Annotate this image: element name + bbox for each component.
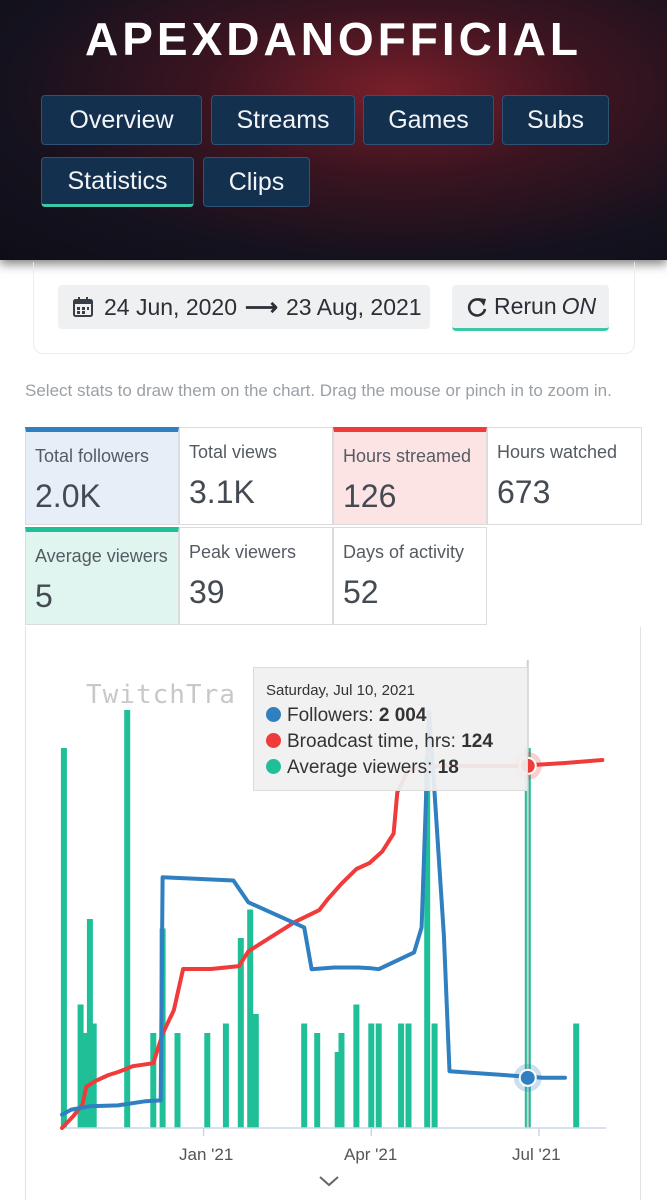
- followers-dot-icon: [266, 707, 281, 722]
- tab-clips[interactable]: Clips: [203, 157, 310, 207]
- tooltip-viewers-label: Average viewers:: [287, 757, 433, 778]
- stat-label: Peak viewers: [189, 542, 297, 562]
- chevron-down-icon[interactable]: [319, 1176, 339, 1187]
- tooltip-viewers-value: 18: [437, 757, 459, 778]
- viewers-bar: [424, 757, 431, 1128]
- date-end: 23 Aug, 2021: [286, 293, 422, 320]
- viewers-bar: [204, 1033, 211, 1128]
- stat-days-of-activity[interactable]: Days of activity 52: [333, 527, 487, 625]
- viewers-bar: [252, 1014, 259, 1128]
- x-tick-label: Apr '21: [344, 1145, 398, 1164]
- stat-peak-viewers[interactable]: Peak viewers 39: [179, 527, 333, 625]
- stat-label: Average viewers: [35, 546, 168, 566]
- viewers-bar: [174, 1033, 181, 1128]
- viewers-bar: [338, 1033, 345, 1128]
- watermark: TwitchTra: [86, 680, 236, 710]
- tab-overview[interactable]: Overview: [41, 95, 202, 145]
- date-panel: [33, 262, 635, 354]
- stat-label: Total followers: [35, 446, 150, 466]
- tooltip-followers: Followers: 2 004: [266, 705, 426, 727]
- stat-total-views[interactable]: Total views 3.1K: [179, 427, 333, 525]
- broadcast-dot-icon: [266, 733, 281, 748]
- viewers-bar: [90, 1023, 97, 1128]
- viewers-bar: [222, 1023, 229, 1128]
- viewers-bar: [150, 1033, 157, 1128]
- viewers-bar: [314, 1033, 321, 1128]
- tooltip-broadcast: Broadcast time, hrs: 124: [266, 731, 493, 753]
- stat-hours-watched[interactable]: Hours watched 673: [487, 427, 642, 525]
- stat-value: 3.1K: [189, 474, 255, 510]
- rerun-state: ON: [561, 293, 597, 319]
- viewers-bar: [81, 1033, 88, 1128]
- stat-total-followers[interactable]: Total followers 2.0K: [25, 427, 179, 525]
- viewers-bar: [398, 1023, 405, 1128]
- tooltip-date: Saturday, Jul 10, 2021: [266, 682, 415, 699]
- stat-value: 126: [343, 478, 397, 514]
- refresh-icon: [466, 296, 488, 318]
- calendar-icon: [72, 296, 94, 318]
- tooltip-viewers: Average viewers: 18: [266, 757, 459, 779]
- x-tick-label: Jan '21: [179, 1145, 234, 1164]
- tab-subs[interactable]: Subs: [502, 95, 609, 145]
- stat-label: Hours streamed: [343, 446, 472, 466]
- viewers-dot-icon: [266, 759, 281, 774]
- date-start: 24 Jun, 2020: [104, 293, 238, 320]
- followers-line: [60, 709, 567, 1117]
- viewers-bar: [60, 748, 67, 1128]
- stat-value: 5: [35, 578, 53, 614]
- tooltip-followers-value: 2 004: [378, 705, 427, 726]
- viewers-bar: [334, 1052, 341, 1128]
- chart-tooltip: Saturday, Jul 10, 2021 Followers: 2 004 …: [253, 667, 528, 791]
- viewers-bar: [368, 1023, 375, 1128]
- viewers-bar: [301, 1023, 308, 1128]
- viewers-bar: [247, 909, 254, 1128]
- arrow-right-icon: ⟶: [245, 293, 278, 320]
- rerun-toggle[interactable]: Rerun ON: [452, 285, 609, 331]
- followers-marker: [518, 1068, 537, 1087]
- tooltip-broadcast-label: Broadcast time, hrs:: [287, 731, 456, 752]
- stat-hours-streamed[interactable]: Hours streamed 126: [333, 427, 487, 525]
- viewers-bar: [375, 1023, 382, 1128]
- viewers-bar: [86, 919, 93, 1128]
- tab-games[interactable]: Games: [363, 95, 494, 145]
- stat-value: 2.0K: [35, 478, 101, 514]
- viewers-bar: [405, 1023, 412, 1128]
- tab-streams[interactable]: Streams: [211, 95, 355, 145]
- stat-value: 52: [343, 574, 379, 610]
- rerun-label: Rerun: [494, 293, 557, 319]
- viewers-bar: [573, 1023, 580, 1128]
- stat-label: Hours watched: [497, 442, 618, 462]
- stat-value: 673: [497, 474, 551, 510]
- channel-header: APEXDANOFFICIAL Overview Streams Games S…: [0, 0, 667, 260]
- chart-container[interactable]: [25, 627, 641, 1200]
- stat-label: Days of activity: [343, 542, 465, 562]
- date-range-picker[interactable]: 24 Jun, 2020 ⟶ 23 Aug, 2021: [58, 285, 430, 329]
- stat-average-viewers[interactable]: Average viewers 5: [25, 527, 179, 625]
- viewers-bar: [237, 938, 244, 1128]
- stat-label: Total views: [189, 442, 278, 462]
- viewers-bar: [124, 710, 131, 1128]
- channel-name: APEXDANOFFICIAL: [85, 13, 582, 65]
- stat-value: 39: [189, 574, 225, 610]
- tab-statistics[interactable]: Statistics: [41, 157, 194, 207]
- tooltip-followers-label: Followers:: [287, 705, 374, 726]
- viewers-bar: [431, 1023, 438, 1128]
- viewers-bar: [353, 1004, 360, 1128]
- tooltip-broadcast-value: 124: [461, 731, 493, 752]
- chart-hint: Select stats to draw them on the chart. …: [25, 381, 612, 400]
- viewers-bar: [77, 1004, 84, 1128]
- x-tick-label: Jul '21: [512, 1145, 561, 1164]
